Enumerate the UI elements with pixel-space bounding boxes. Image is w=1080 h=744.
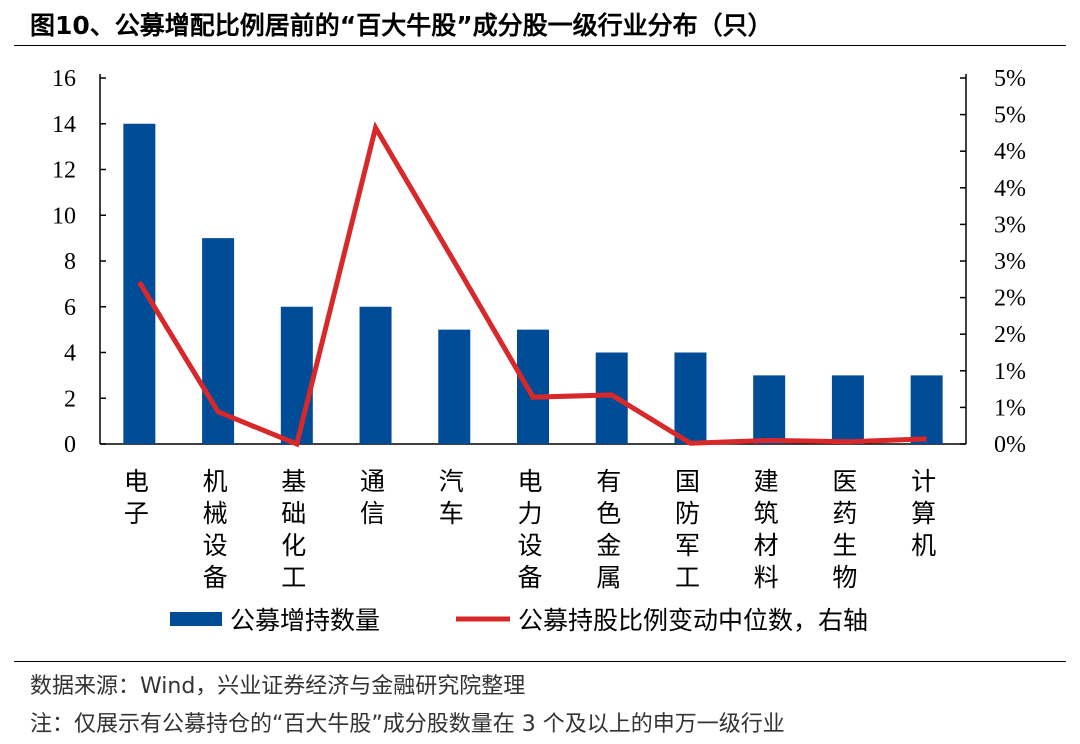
right-tick-label: 2% bbox=[994, 322, 1026, 348]
chart: 0 2 4 6 8 10 12 14 16 0% 1% 1% 2% 2% 3% 3% 4% 4% 5% 5% 电子 机械设… bbox=[52, 66, 1026, 635]
right-tick-label: 1% bbox=[994, 395, 1026, 421]
source-note: 数据来源：Wind，兴业证券经济与金融研究院整理 bbox=[30, 674, 526, 699]
footer-divider bbox=[14, 661, 1066, 662]
category-label-9: 医药生物 bbox=[832, 467, 857, 592]
category-label-8: 建筑材料 bbox=[754, 467, 779, 592]
bar-10 bbox=[910, 375, 943, 444]
bar-5 bbox=[517, 329, 549, 444]
category-label-1: 机械设备 bbox=[203, 467, 228, 592]
left-tick-label: 16 bbox=[52, 66, 76, 92]
bar-3 bbox=[359, 306, 392, 444]
legend-bar-label: 公募增持数量 bbox=[230, 606, 380, 635]
left-tick-label: 0 bbox=[64, 432, 76, 458]
right-tick-label: 3% bbox=[994, 212, 1026, 238]
right-tick-label: 1% bbox=[994, 359, 1026, 385]
right-tick-label: 2% bbox=[994, 286, 1026, 312]
left-tick-label: 14 bbox=[52, 112, 76, 138]
right-tick-label: 0% bbox=[994, 432, 1026, 458]
bar-2 bbox=[280, 306, 313, 444]
category-label-2: 基础化工 bbox=[281, 467, 306, 592]
right-tick-label: 4% bbox=[994, 139, 1026, 165]
left-tick-label: 10 bbox=[52, 203, 76, 229]
bar-4 bbox=[438, 329, 471, 444]
right-tick-label: 3% bbox=[994, 249, 1026, 275]
left-tick-label: 6 bbox=[64, 295, 76, 321]
category-label-6: 有色金属 bbox=[596, 467, 621, 592]
category-label-0: 电子 bbox=[124, 467, 149, 528]
bar-9 bbox=[831, 375, 864, 444]
title-divider bbox=[14, 45, 1066, 46]
category-label-5: 电力设备 bbox=[517, 467, 542, 592]
line-series bbox=[137, 121, 927, 448]
bar-7 bbox=[674, 352, 707, 444]
category-label-4: 汽车 bbox=[439, 467, 464, 528]
chart-title: 图10、公募增配比例居前的“百大牛股”成分股一级行业分布（只） bbox=[30, 11, 773, 40]
right-tick-label: 5% bbox=[994, 66, 1026, 92]
legend-line-label: 公募持股比例变动中位数，右轴 bbox=[518, 606, 868, 635]
footnote: 注：仅展示有公募持仓的“百大牛股”成分股数量在 3 个及以上的申万一级行业 bbox=[30, 712, 785, 737]
bar-6 bbox=[595, 352, 628, 444]
bar-8 bbox=[753, 375, 786, 444]
category-label-10: 计算机 bbox=[911, 467, 936, 560]
right-tick-label: 5% bbox=[994, 103, 1026, 129]
left-tick-label: 8 bbox=[64, 249, 76, 275]
left-tick-label: 12 bbox=[52, 158, 76, 184]
category-label-7: 国防军工 bbox=[675, 467, 700, 592]
right-tick-label: 4% bbox=[994, 176, 1026, 202]
category-label-3: 通信 bbox=[360, 467, 385, 528]
left-tick-label: 4 bbox=[64, 341, 76, 367]
left-tick-label: 2 bbox=[64, 386, 76, 412]
legend-bar-swatch bbox=[170, 612, 222, 626]
